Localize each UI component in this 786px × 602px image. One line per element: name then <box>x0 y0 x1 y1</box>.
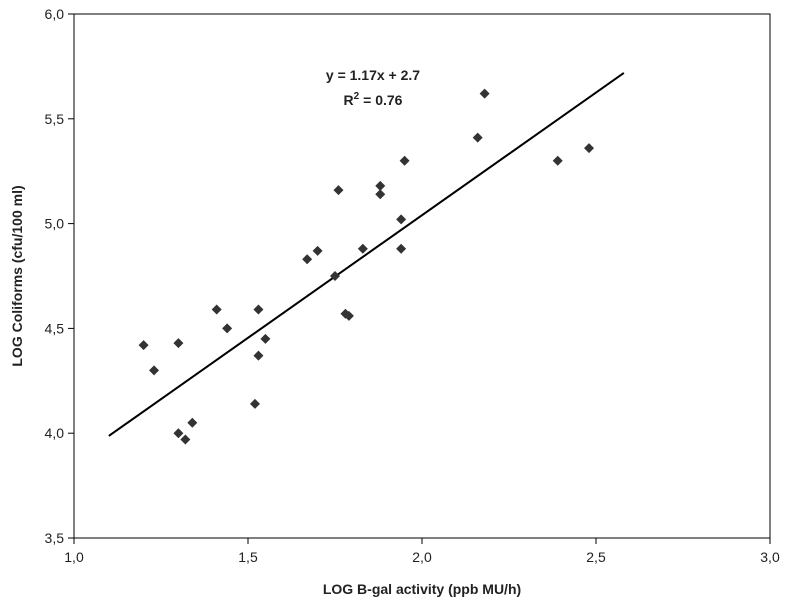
data-point <box>149 365 160 376</box>
y-tick-label: 5,0 <box>45 216 65 232</box>
data-point <box>396 214 407 225</box>
data-point <box>375 189 386 200</box>
data-point <box>211 304 222 315</box>
data-point <box>260 333 271 344</box>
data-point <box>396 243 407 254</box>
data-point <box>173 428 184 439</box>
data-point <box>312 245 323 256</box>
data-point <box>584 143 595 154</box>
r-squared-superscript: 2 <box>354 91 360 102</box>
data-point <box>399 155 410 166</box>
data-point <box>302 254 313 265</box>
x-axis-ticks: 1,0 1,5 2,0 2,5 3,0 <box>64 538 780 565</box>
data-point <box>173 338 184 349</box>
data-point <box>180 434 191 445</box>
data-point <box>253 304 264 315</box>
y-tick-label: 5,5 <box>45 111 65 127</box>
y-tick-label: 6,0 <box>45 6 65 22</box>
data-point <box>479 88 490 99</box>
r-squared-prefix: R <box>344 92 354 108</box>
data-point <box>253 350 264 361</box>
x-tick-label: 3,0 <box>760 549 780 565</box>
data-point <box>333 185 344 196</box>
x-tick-label: 1,5 <box>238 549 258 565</box>
r-squared-label: R2 = 0.76 <box>344 91 403 108</box>
data-points <box>138 88 595 445</box>
y-axis-title: LOG Coliforms (cfu/100 ml) <box>9 185 25 366</box>
data-point <box>375 180 386 191</box>
data-point <box>187 417 198 428</box>
data-point <box>222 323 233 334</box>
x-tick-label: 2,0 <box>412 549 432 565</box>
data-point <box>138 340 149 351</box>
x-tick-label: 2,5 <box>586 549 606 565</box>
data-point <box>357 243 368 254</box>
y-axis-ticks: 3,5 4,0 4,5 5,0 5,5 6,0 <box>45 6 74 546</box>
y-tick-label: 4,5 <box>45 320 65 336</box>
trend-line <box>108 72 625 437</box>
data-point <box>249 398 260 409</box>
data-point <box>552 155 563 166</box>
r-squared-value: = 0.76 <box>359 92 402 108</box>
y-tick-label: 4,0 <box>45 425 65 441</box>
plot-area <box>73 13 771 539</box>
y-tick-label: 3,5 <box>45 530 65 546</box>
x-axis-title: LOG B-gal activity (ppb MU/h) <box>323 581 521 597</box>
trendline-equation: y = 1.17x + 2.7 <box>326 67 420 83</box>
data-point <box>330 271 340 281</box>
data-point <box>472 132 483 143</box>
x-tick-label: 1,0 <box>64 549 84 565</box>
data-point <box>343 310 354 321</box>
